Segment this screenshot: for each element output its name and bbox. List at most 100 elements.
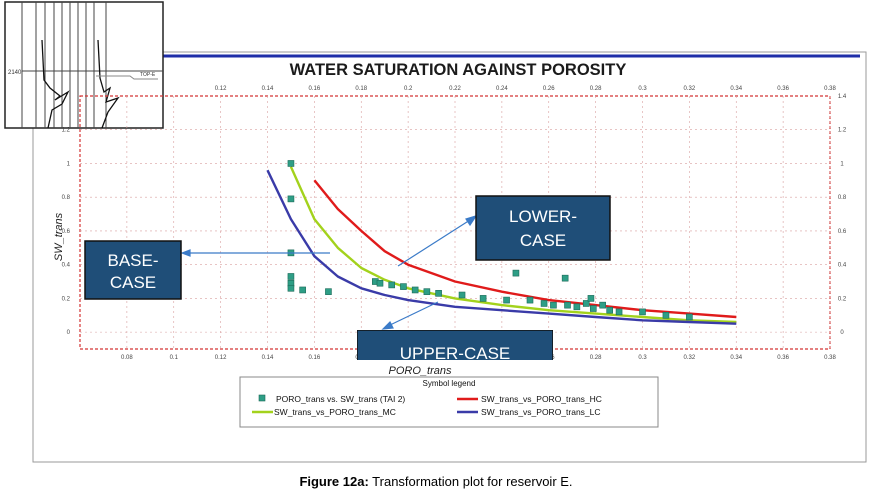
data-point <box>423 288 431 295</box>
annotation-lower-case-line1: LOWER- <box>509 207 577 226</box>
legend-item-hc: SW_trans_vs_PORO_trans_HC <box>457 394 602 404</box>
data-point <box>606 306 613 314</box>
top-tick-label: 0.18 <box>355 86 367 92</box>
data-point <box>299 286 306 294</box>
well-log-inset: 2140 TOP-E <box>4 1 164 129</box>
right-tick-label: 0.8 <box>838 195 847 201</box>
data-point <box>550 301 557 309</box>
data-point <box>503 296 510 304</box>
annotation-lower-case-line2: CASE <box>520 231 566 250</box>
well-log-curve-2 <box>97 39 120 129</box>
data-point <box>561 274 569 282</box>
series-line-2 <box>289 166 737 324</box>
top-tick-label: 0.28 <box>590 86 602 92</box>
data-point <box>587 295 595 302</box>
data-point <box>686 313 693 321</box>
grid <box>80 96 831 349</box>
data-point <box>564 301 571 309</box>
y-tick-label: 0 <box>67 330 71 336</box>
well-log-curve-3 <box>96 75 158 80</box>
right-tick-label: 1 <box>840 161 844 167</box>
y-tick-label: 0.2 <box>62 296 71 302</box>
series-line-1 <box>313 179 737 319</box>
top-tick-label: 0.38 <box>824 86 836 92</box>
annotation-upper-case: UPPER-CASE <box>357 330 553 363</box>
data-point <box>589 305 597 312</box>
y-tick-label: 1.2 <box>62 128 71 134</box>
data-point <box>287 284 295 292</box>
top-tick-label: 0.32 <box>684 86 696 92</box>
top-tick-label: 0.24 <box>496 86 508 92</box>
legend-item-points: PORO_trans vs. SW_trans (TAI 2) <box>258 394 405 404</box>
top-tick-label: 0.2 <box>404 86 413 92</box>
legend-title: Symbol legend <box>423 379 476 388</box>
figure-caption-text: Transformation plot for reservoir E. <box>368 474 573 489</box>
arrow-base-case-head <box>180 249 191 257</box>
top-tick-label: 0.16 <box>309 86 321 92</box>
x-tick-label: 0.12 <box>215 355 227 361</box>
legend-label-lc: SW_trans_vs_PORO_trans_LC <box>481 407 601 417</box>
right-tick-label: 1.4 <box>838 94 847 100</box>
data-point <box>435 290 442 297</box>
figure-caption: Figure 12a: Transformation plot for rese… <box>0 474 872 489</box>
series-line-3 <box>266 169 737 325</box>
legend-label-hc: SW_trans_vs_PORO_trans_HC <box>481 394 602 404</box>
top-tick-label: 0.12 <box>215 86 227 92</box>
x-tick-label: 0.16 <box>309 355 321 361</box>
data-point <box>582 300 590 307</box>
arrow-upper-case <box>387 301 439 327</box>
data-point <box>400 283 407 290</box>
data-point <box>540 300 548 307</box>
data-point <box>287 195 295 203</box>
data-point <box>662 311 670 319</box>
annotation-upper-case-line1: UPPER-CASE <box>400 344 511 363</box>
top-tick-label: 0.3 <box>638 86 647 92</box>
arrow-lower-case-head <box>465 214 478 227</box>
data-point <box>458 291 466 299</box>
x-tick-label: 0.14 <box>262 355 274 361</box>
right-tick-label: 0 <box>840 330 844 336</box>
right-tick-label: 0.4 <box>838 263 847 269</box>
top-tick-labels: 0.12 0.14 0.16 0.18 0.2 0.22 0.24 0.26 0.28 0.3 0.… <box>215 86 837 92</box>
series-points <box>287 160 693 321</box>
legend-label-mc: SW_trans_vs_PORO_trans_MC <box>274 407 396 417</box>
legend-label-points: PORO_trans vs. SW_trans (TAI 2) <box>276 394 405 404</box>
annotation-base-case-line1: BASE- <box>107 251 158 270</box>
data-point <box>526 296 534 304</box>
legend-item-lc: SW_trans_vs_PORO_trans_LC <box>457 407 601 417</box>
y-tick-label: 0.8 <box>62 195 71 201</box>
x-tick-label: 0.1 <box>170 355 179 361</box>
well-log-track-label: TOP-E <box>140 72 156 78</box>
well-log-depth-label: 2140 <box>8 70 22 76</box>
right-tick-label: 1.2 <box>838 128 847 134</box>
y-axis-label: SW_trans <box>53 212 65 261</box>
y-tick-label: 1 <box>67 161 71 167</box>
x-tick-label: 0.08 <box>121 355 133 361</box>
annotation-base-case: BASE- CASE <box>84 240 182 300</box>
legend: Symbol legend PORO_trans vs. SW_trans (T… <box>239 376 659 428</box>
data-point <box>512 269 520 277</box>
arrow-upper-case-head <box>381 320 394 330</box>
top-tick-label: 0.26 <box>543 86 555 92</box>
x-tick-label: 0.28 <box>590 355 602 361</box>
data-point <box>325 288 332 295</box>
right-tick-label: 0.2 <box>838 296 847 302</box>
x-tick-label: 0.38 <box>824 355 836 361</box>
data-point <box>573 303 581 311</box>
data-point <box>287 273 295 280</box>
x-tick-label: 0.32 <box>684 355 696 361</box>
x-tick-label: 0.36 <box>777 355 789 361</box>
data-point <box>388 281 396 289</box>
data-point <box>599 301 606 309</box>
right-tick-label: 0.6 <box>838 229 847 235</box>
top-tick-label: 0.14 <box>262 86 274 92</box>
legend-item-mc: SW_trans_vs_PORO_trans_MC <box>252 407 396 417</box>
y-tick-labels: 0 0.2 0.4 0.6 0.8 1 1.2 <box>62 128 71 336</box>
well-log-curve-1 <box>41 39 70 129</box>
top-tick-label: 0.34 <box>730 86 742 92</box>
well-log-gridlines <box>21 2 163 128</box>
annotation-lower-case: LOWER- CASE <box>475 195 611 261</box>
top-tick-label: 0.22 <box>449 86 461 92</box>
data-point <box>479 295 487 302</box>
y-tick-label: 0.6 <box>62 229 71 235</box>
